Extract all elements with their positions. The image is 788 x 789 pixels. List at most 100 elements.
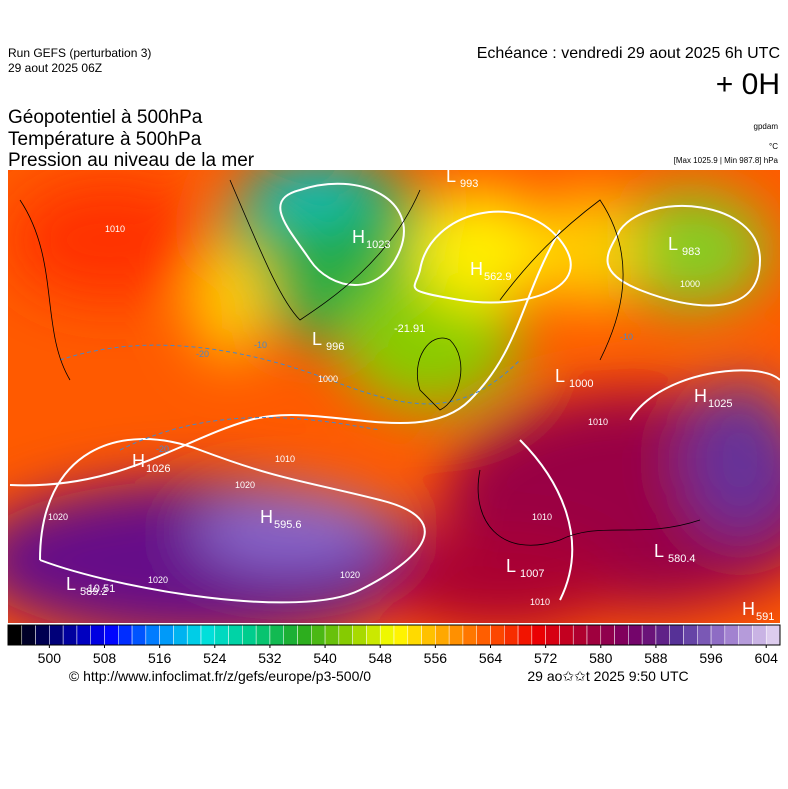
colorbar: 500 508 516 524 532 540 548 556 564 572 580 588 596 6…: [7, 624, 781, 666]
isobar-label: 1010: [275, 454, 295, 464]
colorbar-swatch: [118, 624, 133, 646]
colorbar-swatch: [145, 624, 160, 646]
system-type: H: [352, 227, 365, 247]
colorbar-swatch: [214, 624, 229, 646]
system-value: 1025: [708, 398, 732, 410]
valid-time: Echéance : vendredi 29 aout 2025 6h UTC: [476, 45, 780, 62]
run-title: Run GEFS (perturbation 3): [8, 46, 152, 60]
colorbar-swatch: [90, 624, 105, 646]
generated: 29 ao✩✩t 2025 9:50 UTC: [527, 668, 688, 684]
colorbar-swatch: [255, 624, 271, 646]
isobar-label: 1010: [532, 512, 552, 522]
isobar-label: 1020: [48, 512, 68, 522]
colorbar-swatch: [131, 624, 147, 646]
colorbar-swatch: [462, 624, 477, 646]
colorbar-swatch: [517, 624, 533, 646]
isotherm-label: -20: [196, 349, 209, 359]
run-date: 29 aout 2025 06Z: [8, 61, 103, 75]
unit: gpdam: [753, 122, 778, 131]
colorbar-swatch: [545, 624, 560, 646]
isobar-label: 1010: [105, 224, 125, 234]
colorbar-swatch: [76, 624, 91, 646]
system-value: 591: [756, 611, 774, 623]
colorbar-swatch: [393, 624, 409, 646]
system-type: L: [654, 541, 664, 561]
isotherm-label: -20: [156, 444, 169, 454]
system-value: 996: [326, 341, 344, 353]
system-type: H: [694, 386, 707, 406]
colorbar-swatch: [697, 624, 712, 646]
colorbar-tick-label: 564: [479, 650, 503, 666]
isobar-label: 1000: [680, 279, 700, 289]
colorbar-swatch: [752, 624, 767, 646]
system-value: -21.91: [394, 323, 425, 335]
colorbar-swatch: [765, 624, 781, 646]
colorbar-swatch: [586, 624, 602, 646]
isobar-label: 1020: [235, 480, 255, 490]
colorbar-swatch: [283, 624, 298, 646]
unit: °C: [769, 142, 778, 151]
colorbar-swatch: [352, 624, 367, 646]
colorbar-swatch: [186, 624, 202, 646]
colorbar-swatch: [62, 624, 78, 646]
colorbar-swatch: [655, 624, 670, 646]
colorbar-tick-label: 532: [258, 650, 282, 666]
colorbar-tick-label: 540: [313, 650, 337, 666]
isobar-label: 1020: [148, 575, 168, 585]
colorbar-swatch: [173, 624, 188, 646]
isobars: [9, 182, 780, 604]
colorbar-tick-label: 500: [38, 650, 62, 666]
colorbar-swatch: [738, 624, 753, 646]
system-value: 589.2: [80, 586, 108, 598]
field: Pression au niveau de la mer: [8, 150, 255, 171]
colorbar-swatch: [572, 624, 588, 646]
unit: [Max 1025.9 | Min 987.8] hPa: [673, 156, 778, 165]
colorbar-swatch: [531, 624, 546, 646]
isotherms: [59, 344, 521, 451]
colorbar-swatch: [683, 624, 698, 646]
system-value: -10.51: [84, 583, 115, 595]
colorbar-swatch: [200, 624, 216, 646]
colorbar-tick-label: 580: [589, 650, 613, 666]
colorbar-swatch: [504, 624, 519, 646]
colorbar-swatch: [269, 624, 284, 646]
system-value: 1007: [520, 568, 544, 580]
colorbar-tick-label: 556: [424, 650, 448, 666]
colorbar-swatch: [21, 624, 36, 646]
colorbar-swatch: [228, 624, 243, 646]
offset: + 0H: [715, 68, 780, 101]
colorbar-swatch: [421, 624, 436, 646]
colorbar-swatch: [476, 624, 491, 646]
isobar-label: 1010: [588, 417, 608, 427]
system-type: L: [555, 366, 565, 386]
isobar-label: 1010: [530, 597, 550, 607]
colorbar-swatch: [559, 624, 574, 646]
isotherm-label: -10: [254, 340, 267, 350]
colorbar-swatch: [669, 624, 684, 646]
colorbar-swatch: [297, 624, 312, 646]
system-type: L: [66, 574, 76, 594]
isobar-label: 1020: [340, 570, 360, 580]
colorbar-swatch: [448, 624, 464, 646]
colorbar-swatch: [490, 624, 505, 646]
colorbar-swatch: [435, 624, 450, 646]
system-type: H: [260, 507, 273, 527]
system-type: L: [446, 166, 456, 186]
system-value: 1000: [569, 378, 593, 390]
colorbar-tick-label: 524: [203, 650, 227, 666]
colorbar-swatch: [600, 624, 615, 646]
colorbar-swatch: [324, 624, 340, 646]
system-type: L: [668, 234, 678, 254]
colorbar-tick-label: 508: [93, 650, 117, 666]
isobar-label: 1000: [318, 374, 338, 384]
system-value: 562.9: [484, 271, 512, 283]
colorbar-swatch: [710, 624, 726, 646]
colorbar-swatch: [724, 624, 739, 646]
colorbar-swatch: [614, 624, 629, 646]
colorbar-tick-label: 604: [755, 650, 779, 666]
system-value: 993: [460, 178, 478, 190]
colorbar-tick-label: 572: [534, 650, 558, 666]
colorbar-swatch: [407, 624, 422, 646]
